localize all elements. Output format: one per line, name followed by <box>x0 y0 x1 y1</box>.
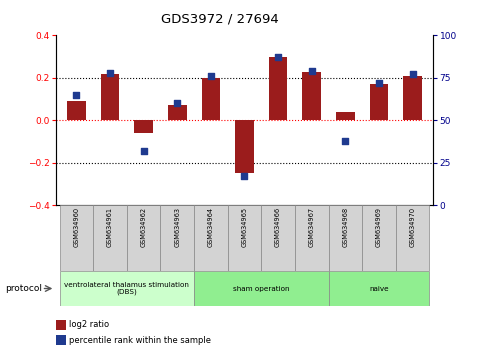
Text: log2 ratio: log2 ratio <box>69 320 109 330</box>
Bar <box>56 320 65 330</box>
Point <box>140 148 147 154</box>
Bar <box>201 78 220 120</box>
Bar <box>67 101 85 120</box>
Bar <box>328 205 362 271</box>
Point <box>72 92 80 98</box>
Point <box>374 80 382 86</box>
Text: GSM634962: GSM634962 <box>141 207 146 247</box>
Bar <box>56 335 65 345</box>
Bar <box>369 84 387 120</box>
Point <box>173 101 181 106</box>
Bar <box>261 205 294 271</box>
Point <box>307 68 315 74</box>
Point <box>106 70 114 76</box>
Point <box>206 73 214 79</box>
Text: naive: naive <box>368 286 388 291</box>
Point <box>341 138 348 144</box>
Point <box>274 55 282 60</box>
Bar <box>160 205 194 271</box>
Bar <box>403 76 421 120</box>
Text: sham operation: sham operation <box>233 286 289 291</box>
Bar <box>126 205 160 271</box>
Bar <box>60 271 194 306</box>
Bar <box>60 205 93 271</box>
Bar <box>294 205 328 271</box>
Text: percentile rank within the sample: percentile rank within the sample <box>69 336 211 345</box>
Text: GSM634970: GSM634970 <box>409 207 415 247</box>
Bar <box>395 205 428 271</box>
Point <box>408 72 416 77</box>
Point <box>240 173 248 179</box>
Text: ventrolateral thalamus stimulation
(DBS): ventrolateral thalamus stimulation (DBS) <box>64 282 189 295</box>
Bar <box>335 112 354 120</box>
Text: GSM634961: GSM634961 <box>107 207 113 247</box>
Bar <box>227 205 261 271</box>
Text: GSM634966: GSM634966 <box>275 207 281 247</box>
Bar <box>328 271 428 306</box>
Bar <box>168 105 186 120</box>
Bar <box>194 271 328 306</box>
Text: GSM634968: GSM634968 <box>342 207 347 247</box>
Text: GSM634965: GSM634965 <box>241 207 247 247</box>
Text: GSM634964: GSM634964 <box>207 207 213 247</box>
Bar <box>101 74 119 120</box>
Bar <box>93 205 126 271</box>
Text: GSM634967: GSM634967 <box>308 207 314 247</box>
Bar <box>362 205 395 271</box>
Text: GSM634960: GSM634960 <box>73 207 79 247</box>
Bar <box>302 72 320 120</box>
Bar <box>235 120 253 173</box>
Text: protocol: protocol <box>5 284 42 293</box>
Text: GSM634963: GSM634963 <box>174 207 180 247</box>
Text: GDS3972 / 27694: GDS3972 / 27694 <box>161 12 278 25</box>
Text: GSM634969: GSM634969 <box>375 207 381 247</box>
Bar <box>268 57 287 120</box>
Bar <box>194 205 227 271</box>
Bar <box>134 120 153 133</box>
